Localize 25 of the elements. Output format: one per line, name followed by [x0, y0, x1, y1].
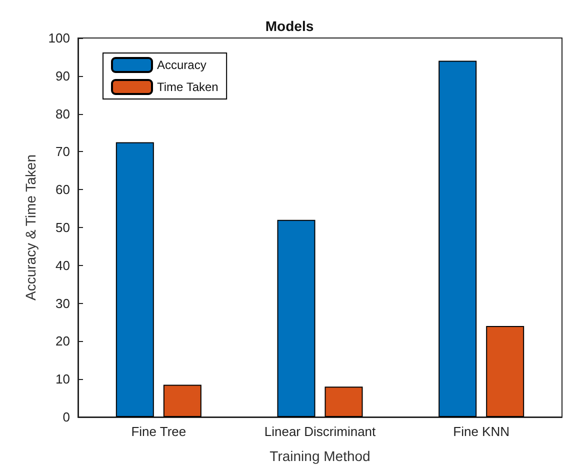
bar [438, 60, 477, 417]
x-tick-label: Linear Discriminant [264, 424, 376, 439]
bar [163, 384, 202, 417]
y-tick-label: 70 [56, 144, 70, 160]
y-tick-label: 100 [48, 30, 70, 46]
chart-title: Models [265, 18, 314, 34]
y-tick-label: 50 [56, 220, 70, 235]
y-tick-label: 10 [56, 372, 70, 387]
y-tick-label: 30 [56, 296, 70, 311]
y-tick-label: 60 [56, 182, 70, 198]
y-tick-label: 90 [56, 68, 70, 84]
legend-label: Accuracy [157, 58, 206, 72]
y-tick-label: 80 [56, 106, 70, 122]
x-axis-title: Training Method [270, 448, 370, 464]
bar [324, 386, 363, 417]
y-tick-label: 0 [62, 410, 70, 424]
y-tick-label: 40 [56, 258, 70, 273]
x-tick-label: Fine Tree [131, 424, 186, 439]
y-tick-label: 20 [56, 334, 70, 349]
bar [486, 326, 524, 417]
legend-label: Time Taken [157, 80, 218, 94]
bar [116, 142, 154, 417]
y-axis-title: Accuracy & Time Taken [22, 154, 38, 301]
x-tick-label: Fine KNN [453, 424, 510, 439]
bar [277, 220, 316, 417]
